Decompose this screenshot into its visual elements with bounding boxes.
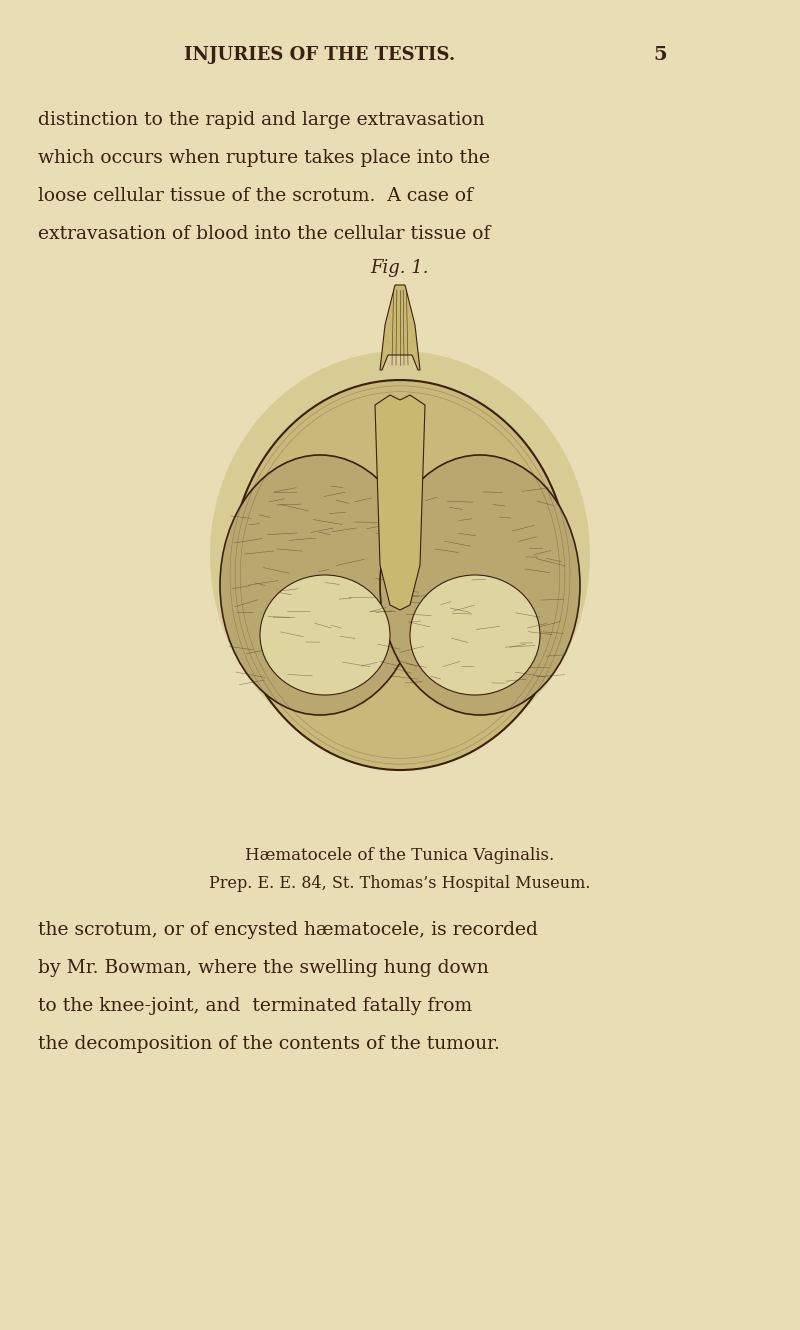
- Text: Hæmatocele of the Tunica Vaginalis.: Hæmatocele of the Tunica Vaginalis.: [246, 846, 554, 863]
- Text: the scrotum, or of encysted hæmatocele, is recorded: the scrotum, or of encysted hæmatocele, …: [38, 920, 538, 939]
- Text: which occurs when rupture takes place into the: which occurs when rupture takes place in…: [38, 149, 490, 168]
- Text: extravasation of blood into the cellular tissue of: extravasation of blood into the cellular…: [38, 225, 490, 243]
- Text: INJURIES OF THE TESTIS.: INJURIES OF THE TESTIS.: [184, 47, 456, 64]
- Ellipse shape: [380, 455, 580, 716]
- Text: Prep. E. E. 84, St. Thomas’s Hospital Museum.: Prep. E. E. 84, St. Thomas’s Hospital Mu…: [210, 875, 590, 891]
- Text: by Mr. Bowman, where the swelling hung down: by Mr. Bowman, where the swelling hung d…: [38, 959, 489, 978]
- Text: 5: 5: [653, 47, 667, 64]
- Polygon shape: [375, 395, 425, 610]
- Polygon shape: [380, 285, 420, 370]
- Ellipse shape: [210, 351, 590, 759]
- Ellipse shape: [220, 455, 420, 716]
- Text: distinction to the rapid and large extravasation: distinction to the rapid and large extra…: [38, 110, 485, 129]
- Ellipse shape: [260, 575, 390, 696]
- Text: to the knee-joint, and  terminated fatally from: to the knee-joint, and terminated fatall…: [38, 998, 472, 1015]
- Text: loose cellular tissue of the scrotum.  A case of: loose cellular tissue of the scrotum. A …: [38, 188, 473, 205]
- Ellipse shape: [230, 380, 570, 770]
- Text: the decomposition of the contents of the tumour.: the decomposition of the contents of the…: [38, 1035, 500, 1053]
- Text: Fig. 1.: Fig. 1.: [370, 259, 430, 277]
- Ellipse shape: [410, 575, 540, 696]
